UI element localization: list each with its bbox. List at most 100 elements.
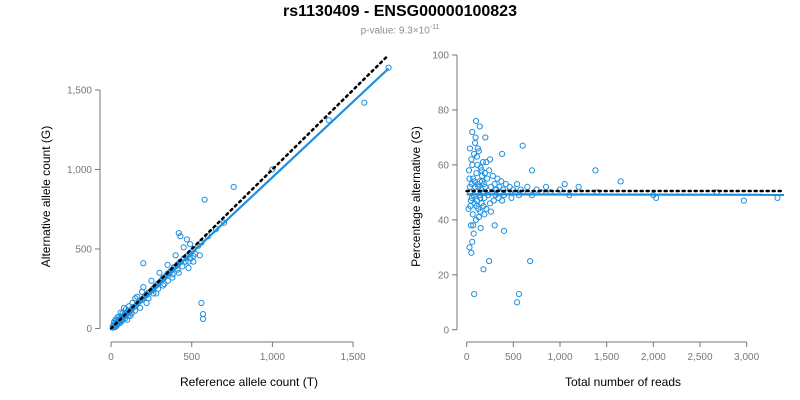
right-data-point — [473, 170, 480, 177]
right-data-point — [468, 156, 475, 163]
left-data-point — [148, 277, 155, 284]
left-data-point — [156, 269, 163, 276]
left-data-point — [187, 241, 194, 248]
left-data-point — [175, 269, 182, 276]
right-data-point — [484, 175, 491, 182]
p-value-subtitle: p-value: 9.3×10-11 — [0, 24, 800, 36]
left-y-axis-label: Alternative allele count (G) — [39, 126, 53, 267]
right-data-point — [479, 159, 487, 166]
p-value-text: p-value: 9.3×10 — [360, 25, 430, 37]
p-value-exponent: -11 — [429, 24, 440, 31]
left-data-point — [140, 260, 147, 267]
left-data-point — [137, 304, 144, 311]
right-data-point — [469, 238, 476, 245]
right-y-tick-label: 0 — [443, 325, 449, 336]
right-data-point — [740, 197, 747, 204]
right-data-point — [475, 214, 482, 221]
right-data-point — [617, 178, 624, 185]
right-y-tick-label: 100 — [432, 51, 449, 62]
right-data-point — [465, 167, 473, 174]
left-data-point — [220, 219, 228, 226]
right-x-tick-label: 1,000 — [547, 352, 572, 363]
left-fit-line — [110, 67, 390, 330]
right-data-point — [513, 181, 521, 188]
left-x-tick-label: 1,500 — [341, 352, 366, 363]
right-data-point — [487, 208, 495, 215]
right-data-point — [477, 224, 484, 232]
right-data-point — [575, 183, 582, 190]
right-data-point — [483, 205, 490, 212]
right-y-tick-label: 40 — [438, 215, 450, 226]
left-data-point — [145, 295, 152, 302]
right-data-point — [474, 161, 481, 169]
right-y-tick-label: 60 — [438, 160, 450, 171]
allele-count-scatter-plot: 0 500 1,000 1,500 0 500 1,000 1,500 Reference al… — [39, 53, 392, 389]
right-data-point — [472, 134, 479, 141]
right-data-point — [513, 299, 521, 306]
left-x-tick-label: 0 — [108, 352, 114, 363]
right-y-tick-label: 20 — [438, 270, 450, 281]
right-data-point — [469, 211, 476, 218]
right-x-tick-label: 3,000 — [734, 352, 759, 363]
left-data-point — [175, 229, 182, 237]
left-data-point — [126, 303, 133, 310]
right-data-point — [485, 257, 493, 265]
left-data-point — [325, 117, 332, 124]
right-data-point — [774, 194, 781, 201]
right-data-point — [473, 203, 480, 210]
right-data-point — [474, 145, 481, 152]
left-data-point — [183, 236, 190, 243]
right-data-point — [469, 161, 476, 169]
left-x-tick-label: 1,000 — [260, 352, 285, 363]
right-data-point — [471, 178, 478, 185]
right-x-tick-label: 500 — [505, 352, 522, 363]
right-data-point — [468, 249, 475, 256]
right-data-point — [477, 164, 484, 171]
left-data-point — [169, 274, 176, 281]
right-x-tick-label: 1,500 — [594, 352, 619, 363]
left-data-point — [361, 99, 368, 106]
left-data-point — [172, 252, 179, 259]
right-data-point — [466, 145, 474, 152]
right-data-point — [476, 123, 483, 130]
left-data-point — [122, 306, 130, 313]
right-data-point — [519, 142, 526, 149]
left-data-point — [129, 299, 136, 307]
right-data-point — [527, 257, 534, 265]
left-data-point — [131, 307, 139, 314]
right-data-point — [472, 117, 480, 125]
right-x-tick-label: 2,000 — [641, 352, 666, 363]
right-fit-line — [466, 193, 785, 196]
right-data-point — [482, 134, 489, 141]
right-data-point — [491, 181, 498, 188]
right-data-point — [466, 244, 473, 251]
left-data-point — [385, 64, 392, 71]
right-data-point — [475, 183, 482, 190]
left-y-tick-label: 500 — [75, 244, 92, 255]
left-data-point — [150, 290, 157, 297]
right-data-point — [556, 186, 564, 193]
right-data-point — [471, 290, 478, 298]
right-data-point — [499, 197, 506, 204]
right-data-point — [470, 222, 477, 229]
right-data-point — [498, 178, 505, 185]
right-data-point — [477, 208, 484, 215]
left-data-point — [180, 244, 187, 251]
right-data-point — [592, 167, 599, 174]
left-data-point — [179, 263, 186, 270]
left-reference-line — [109, 53, 390, 330]
left-x-axis-label: Reference allele count (T) — [180, 375, 318, 389]
right-x-tick-label: 2,500 — [687, 352, 712, 363]
left-data-point — [161, 280, 168, 288]
right-y-axis-label: Percentage alternative (G) — [409, 126, 423, 267]
left-data-point — [159, 282, 167, 289]
left-data-point — [177, 233, 184, 240]
left-data-point — [269, 166, 276, 173]
left-data-point — [199, 315, 207, 323]
right-data-point — [485, 167, 493, 174]
left-data-point — [134, 293, 141, 300]
left-x-tick-label: 500 — [183, 352, 200, 363]
right-data-point — [500, 227, 508, 234]
left-data-point — [201, 196, 208, 203]
left-y-tick-label: 1,000 — [67, 165, 92, 176]
